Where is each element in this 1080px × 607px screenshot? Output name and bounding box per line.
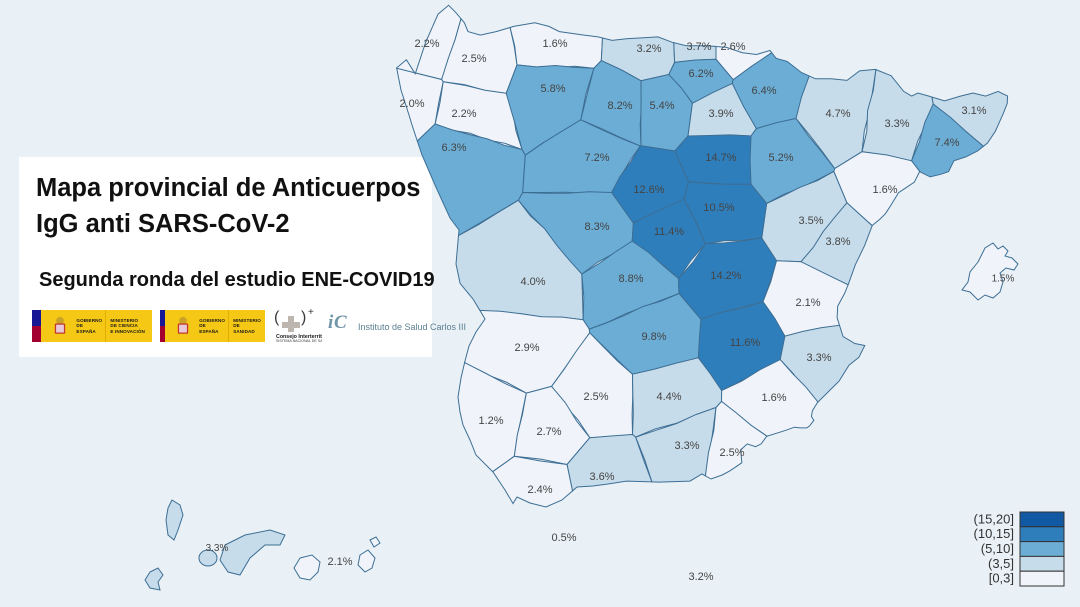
svg-text:2.2%: 2.2% xyxy=(414,38,439,50)
svg-text:[0,3]: [0,3] xyxy=(989,571,1014,586)
svg-text:2.7%: 2.7% xyxy=(536,426,561,438)
svg-text:14.7%: 14.7% xyxy=(705,152,736,164)
svg-text:2.1%: 2.1% xyxy=(795,297,820,309)
svg-text:6.3%: 6.3% xyxy=(441,142,466,154)
svg-text:8.2%: 8.2% xyxy=(607,100,632,112)
svg-text:12.6%: 12.6% xyxy=(633,184,664,196)
svg-text:1.2%: 1.2% xyxy=(478,415,503,427)
svg-text:3.3%: 3.3% xyxy=(206,543,229,554)
svg-text:4.4%: 4.4% xyxy=(656,391,681,403)
svg-text:2.5%: 2.5% xyxy=(461,53,486,65)
svg-text:7.4%: 7.4% xyxy=(934,137,959,149)
svg-text:(15,20]: (15,20] xyxy=(974,511,1014,526)
svg-text:2.0%: 2.0% xyxy=(399,98,424,110)
svg-text:3.2%: 3.2% xyxy=(688,571,713,583)
svg-text:7.2%: 7.2% xyxy=(584,152,609,164)
svg-text:3.3%: 3.3% xyxy=(884,118,909,130)
svg-text:3.6%: 3.6% xyxy=(589,471,614,483)
svg-text:1.6%: 1.6% xyxy=(872,184,897,196)
svg-text:6.2%: 6.2% xyxy=(688,68,713,80)
svg-text:11.6%: 11.6% xyxy=(730,337,761,349)
svg-text:(5,10]: (5,10] xyxy=(981,541,1014,556)
svg-text:(3,5]: (3,5] xyxy=(988,556,1014,571)
svg-text:2.5%: 2.5% xyxy=(583,391,608,403)
svg-text:0.5%: 0.5% xyxy=(551,532,576,544)
svg-text:11.4%: 11.4% xyxy=(654,226,685,238)
svg-text:3.5%: 3.5% xyxy=(798,215,823,227)
svg-text:1.6%: 1.6% xyxy=(761,392,786,404)
svg-text:4.0%: 4.0% xyxy=(520,276,545,288)
svg-text:3.8%: 3.8% xyxy=(825,236,850,248)
svg-text:2.4%: 2.4% xyxy=(527,484,552,496)
svg-text:2.5%: 2.5% xyxy=(719,447,744,459)
svg-text:5.4%: 5.4% xyxy=(649,100,674,112)
svg-text:3.1%: 3.1% xyxy=(961,105,986,117)
svg-text:4.7%: 4.7% xyxy=(825,108,850,120)
svg-text:2.1%: 2.1% xyxy=(327,556,352,568)
svg-text:3.2%: 3.2% xyxy=(636,43,661,55)
svg-text:9.8%: 9.8% xyxy=(641,331,666,343)
svg-text:3.9%: 3.9% xyxy=(708,108,733,120)
svg-text:5.8%: 5.8% xyxy=(540,83,565,95)
svg-text:3.3%: 3.3% xyxy=(806,352,831,364)
svg-text:14.2%: 14.2% xyxy=(710,270,741,282)
svg-text:6.4%: 6.4% xyxy=(751,85,776,97)
svg-text:1.6%: 1.6% xyxy=(542,38,567,50)
svg-text:8.3%: 8.3% xyxy=(584,221,609,233)
svg-text:8.8%: 8.8% xyxy=(618,273,643,285)
svg-text:5.2%: 5.2% xyxy=(768,152,793,164)
svg-text:10.5%: 10.5% xyxy=(703,202,734,214)
svg-text:(10,15]: (10,15] xyxy=(974,526,1014,541)
svg-text:3.3%: 3.3% xyxy=(674,440,699,452)
svg-text:2.6%: 2.6% xyxy=(720,41,745,53)
svg-text:1.5%: 1.5% xyxy=(992,274,1015,285)
svg-text:2.9%: 2.9% xyxy=(514,342,539,354)
svg-text:2.2%: 2.2% xyxy=(451,108,476,120)
svg-text:3.7%: 3.7% xyxy=(686,41,711,53)
